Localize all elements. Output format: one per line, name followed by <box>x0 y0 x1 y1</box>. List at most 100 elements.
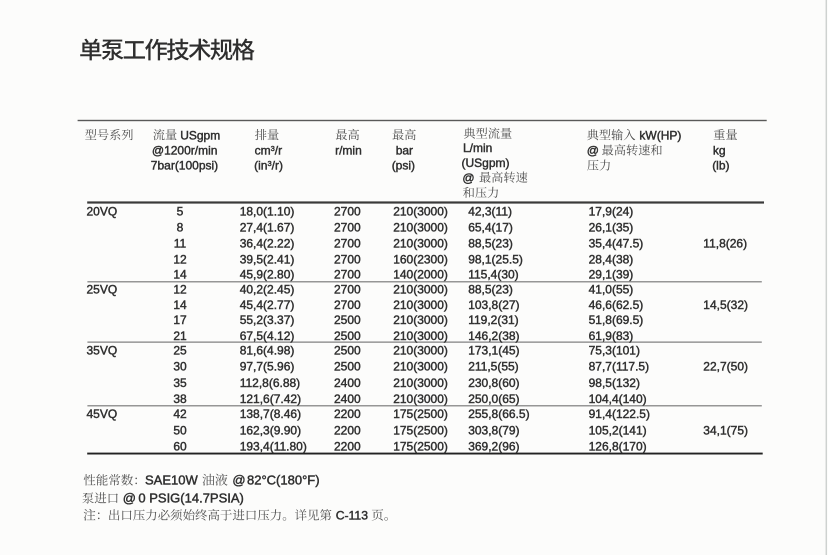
svg-text:250,0(65): 250,0(65) <box>468 392 519 406</box>
svg-text:104,4(140): 104,4(140) <box>589 392 647 406</box>
svg-text:2200: 2200 <box>334 407 361 421</box>
svg-text:160(2300): 160(2300) <box>393 252 448 266</box>
svg-text:65,4(17): 65,4(17) <box>468 221 513 235</box>
svg-text:42: 42 <box>173 407 187 421</box>
svg-text:C-113: C-113 <box>336 509 369 523</box>
svg-text:2700: 2700 <box>334 268 361 282</box>
svg-text:14: 14 <box>173 298 187 312</box>
svg-text:211,5(55): 211,5(55) <box>468 360 518 374</box>
svg-text:45,9(2.80): 45,9(2.80) <box>240 268 295 282</box>
svg-text:@: @ <box>587 144 599 158</box>
svg-text:210(3000): 210(3000) <box>393 283 448 297</box>
svg-text:138,7(8.46): 138,7(8.46) <box>240 407 301 421</box>
svg-text:26,1(35): 26,1(35) <box>589 221 634 235</box>
svg-text:255,8(66.5): 255,8(66.5) <box>468 407 529 421</box>
svg-text:210(3000): 210(3000) <box>393 392 448 406</box>
svg-text:34,1(75): 34,1(75) <box>703 423 748 437</box>
svg-text:2400: 2400 <box>334 392 361 406</box>
svg-text:88,5(23): 88,5(23) <box>468 237 513 251</box>
svg-text:r/min: r/min <box>335 144 362 158</box>
svg-text:22,7(50): 22,7(50) <box>703 360 748 374</box>
svg-text:210(3000): 210(3000) <box>393 329 448 343</box>
svg-text:91,4(122.5): 91,4(122.5) <box>589 407 650 421</box>
svg-text:29,1(39): 29,1(39) <box>589 268 634 282</box>
svg-text:210(3000): 210(3000) <box>393 205 448 219</box>
svg-text:193,4(11.80): 193,4(11.80) <box>240 439 307 453</box>
svg-text:146,2(38): 146,2(38) <box>468 329 519 343</box>
svg-text:2700: 2700 <box>334 237 361 251</box>
svg-text:60: 60 <box>173 439 187 453</box>
svg-text:@: @ <box>123 491 136 506</box>
svg-text:98,5(132): 98,5(132) <box>589 376 640 390</box>
svg-text:@1200r/min: @1200r/min <box>152 144 218 158</box>
svg-text:18,0(1.10): 18,0(1.10) <box>240 205 295 219</box>
svg-text:303,8(79): 303,8(79) <box>468 423 519 437</box>
svg-text:25VQ: 25VQ <box>87 283 118 297</box>
svg-text:bar: bar <box>396 144 413 158</box>
svg-text:42,3(11): 42,3(11) <box>468 205 512 219</box>
svg-text:L/min: L/min <box>463 141 492 155</box>
svg-text:210(3000): 210(3000) <box>393 360 448 374</box>
svg-text:112,8(6.88): 112,8(6.88) <box>240 376 301 390</box>
svg-text:11: 11 <box>174 237 187 251</box>
svg-text:(USgpm): (USgpm) <box>462 156 510 170</box>
svg-text:2200: 2200 <box>334 423 361 437</box>
svg-text:98,1(25.5): 98,1(25.5) <box>468 252 523 266</box>
svg-text:0 PSIG(14.7PSIA): 0 PSIG(14.7PSIA) <box>138 491 244 506</box>
svg-text:(lb): (lb) <box>712 158 729 172</box>
svg-text:121,6(7.42): 121,6(7.42) <box>240 392 301 406</box>
svg-text:SAE10W: SAE10W <box>145 473 198 488</box>
svg-text:28,4(38): 28,4(38) <box>589 252 634 266</box>
svg-text:45,4(2.77): 45,4(2.77) <box>240 298 295 312</box>
svg-text:(in3/r): (in3/r) <box>254 159 283 173</box>
svg-text:12: 12 <box>173 252 187 266</box>
svg-text:126,8(170): 126,8(170) <box>589 439 647 453</box>
svg-text:5: 5 <box>177 205 184 219</box>
svg-text:75,3(101): 75,3(101) <box>589 344 640 358</box>
svg-text:kg: kg <box>713 143 726 157</box>
svg-text:210(3000): 210(3000) <box>393 344 448 358</box>
svg-text:162,3(9.90): 162,3(9.90) <box>240 423 301 437</box>
svg-text:115,4(30): 115,4(30) <box>468 268 518 282</box>
svg-text:81,6(4.98): 81,6(4.98) <box>240 344 295 358</box>
svg-text:2500: 2500 <box>334 313 361 327</box>
svg-text:210(3000): 210(3000) <box>393 221 448 235</box>
svg-text:8: 8 <box>177 221 184 235</box>
svg-text:21: 21 <box>173 329 187 343</box>
svg-text:140(2000): 140(2000) <box>393 268 448 282</box>
svg-text:210(3000): 210(3000) <box>393 376 448 390</box>
svg-text:20VQ: 20VQ <box>87 205 118 219</box>
svg-text:2700: 2700 <box>334 221 361 235</box>
svg-text:55,2(3.37): 55,2(3.37) <box>240 313 295 327</box>
svg-text:@: @ <box>462 171 474 185</box>
svg-text:210(3000): 210(3000) <box>393 237 448 251</box>
svg-text:kW(HP): kW(HP) <box>639 128 681 142</box>
svg-text:51,8(69.5): 51,8(69.5) <box>589 313 644 327</box>
svg-text:2700: 2700 <box>334 298 361 312</box>
svg-text:230,8(60): 230,8(60) <box>468 376 519 390</box>
svg-text:210(3000): 210(3000) <box>393 298 448 312</box>
svg-text:50: 50 <box>173 423 187 437</box>
svg-text:2500: 2500 <box>334 344 361 358</box>
svg-text:2200: 2200 <box>334 439 361 453</box>
svg-text:82°C(180°F): 82°C(180°F) <box>247 473 320 488</box>
svg-text:17,9(24): 17,9(24) <box>589 205 634 219</box>
svg-text:25: 25 <box>173 344 187 358</box>
svg-text:67,5(4.12): 67,5(4.12) <box>240 329 295 343</box>
svg-text:175(2500): 175(2500) <box>393 423 448 437</box>
svg-text:36,4(2.22): 36,4(2.22) <box>240 237 295 251</box>
svg-text:14,5(32): 14,5(32) <box>703 298 748 312</box>
svg-text:369,2(96): 369,2(96) <box>468 439 519 453</box>
svg-text:30: 30 <box>173 360 187 374</box>
svg-text:35,4(47.5): 35,4(47.5) <box>589 237 644 251</box>
svg-text:USgpm: USgpm <box>180 128 220 142</box>
svg-text:175(2500): 175(2500) <box>393 439 448 453</box>
svg-text:39,5(2.41): 39,5(2.41) <box>240 252 295 266</box>
svg-text:27,4(1.67): 27,4(1.67) <box>240 221 295 235</box>
svg-text:45VQ: 45VQ <box>87 407 118 421</box>
svg-text:@: @ <box>232 473 245 488</box>
svg-text:175(2500): 175(2500) <box>393 407 448 421</box>
svg-text:2400: 2400 <box>334 376 361 390</box>
svg-text:97,7(5.96): 97,7(5.96) <box>240 360 295 374</box>
svg-text:173,1(45): 173,1(45) <box>468 344 519 358</box>
